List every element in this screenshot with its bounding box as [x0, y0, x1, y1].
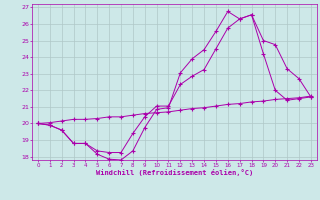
- X-axis label: Windchill (Refroidissement éolien,°C): Windchill (Refroidissement éolien,°C): [96, 169, 253, 176]
